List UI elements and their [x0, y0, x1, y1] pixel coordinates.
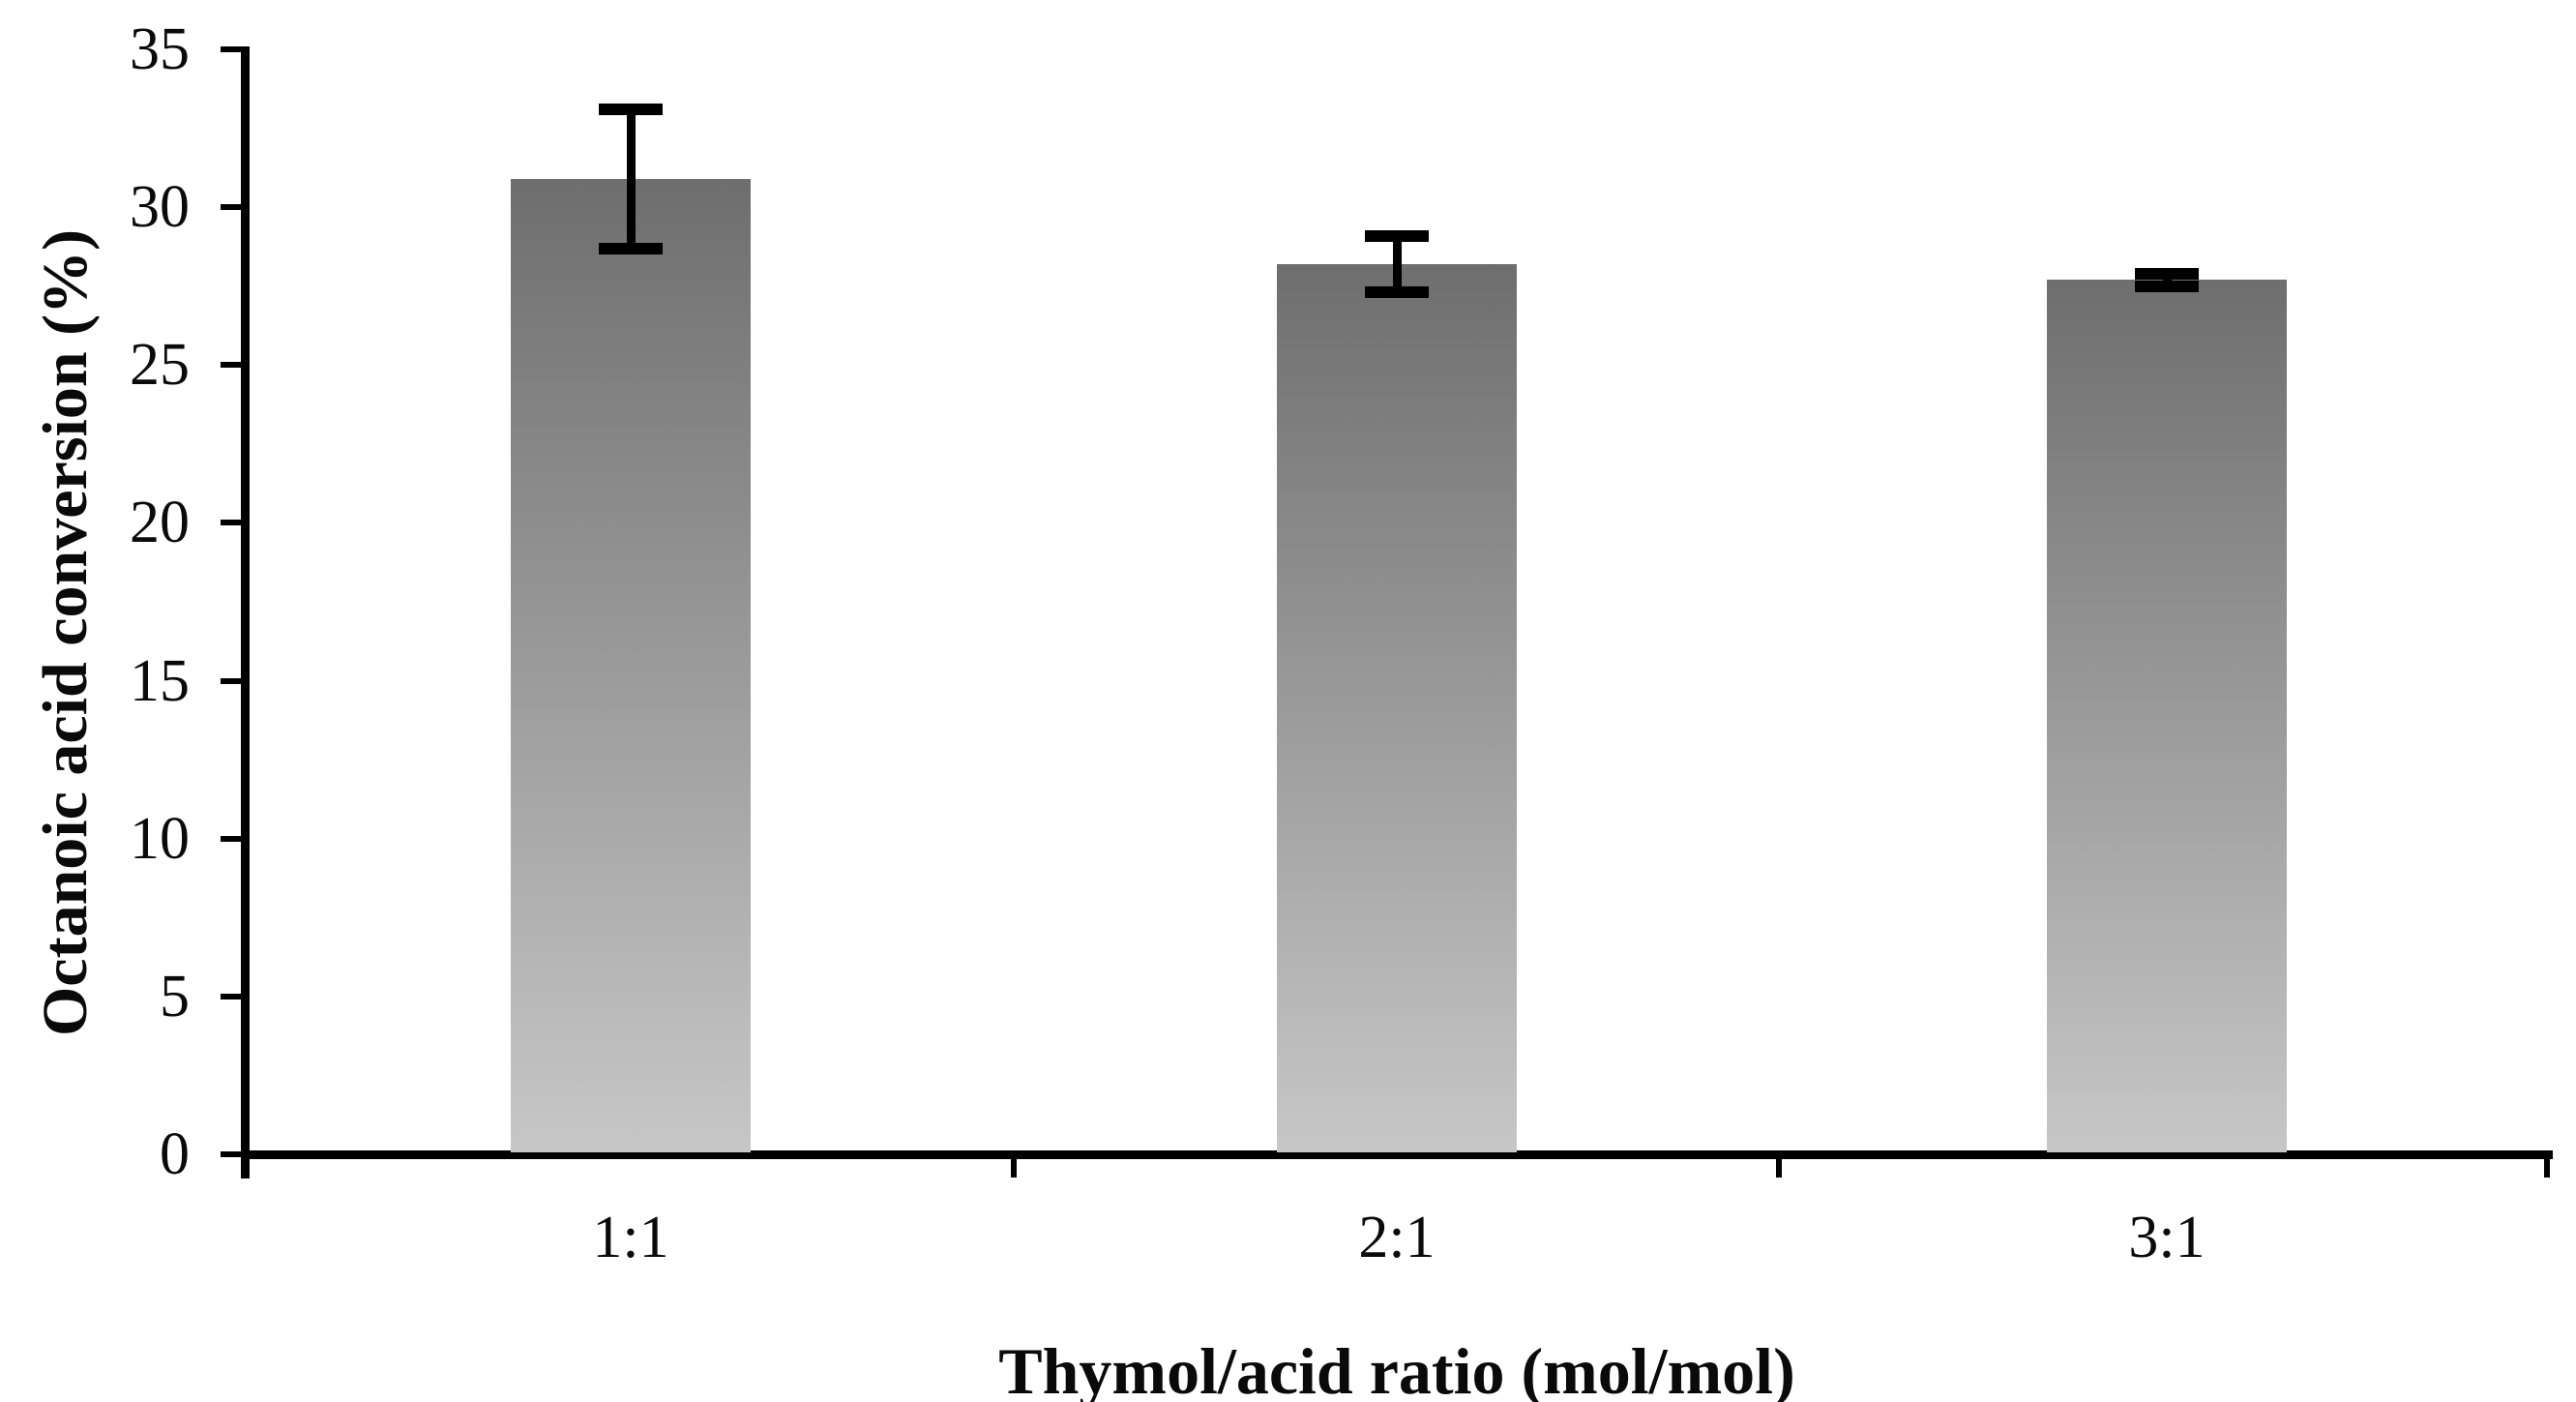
category-label: 2:1	[1358, 1205, 1436, 1270]
y-tick-label: 20	[130, 490, 190, 556]
error-bar-line	[2162, 273, 2172, 286]
y-tick-label: 35	[130, 16, 190, 82]
x-axis-title: Thymol/acid ratio (mol/mol)	[998, 1334, 1795, 1402]
x-tick	[1011, 1154, 1017, 1178]
y-tick	[221, 1151, 246, 1157]
x-tick	[1776, 1154, 1782, 1178]
y-tick	[221, 677, 246, 684]
error-bar-cap	[1365, 229, 1429, 242]
y-tick	[221, 46, 246, 52]
y-tick	[221, 993, 246, 999]
x-axis-line	[241, 1150, 2553, 1159]
y-axis-line	[241, 46, 250, 1178]
error-bar-cap	[2135, 280, 2199, 292]
error-bar-cap	[1365, 286, 1429, 299]
y-tick-label: 0	[160, 1121, 190, 1187]
y-tick	[221, 362, 246, 369]
error-bar-cap	[599, 103, 663, 115]
error-bar-cap	[599, 242, 663, 254]
y-tick	[221, 835, 246, 842]
y-axis-title: Octanoic acid conversion (%)	[30, 228, 101, 1037]
y-tick-label: 25	[130, 332, 190, 399]
error-bar-cap	[2135, 267, 2199, 280]
error-bar-line	[1392, 235, 1402, 293]
y-tick-label: 5	[160, 963, 190, 1029]
bar	[511, 178, 751, 1152]
bar	[1277, 263, 1517, 1152]
y-tick-label: 10	[130, 805, 190, 872]
category-label: 1:1	[592, 1205, 669, 1270]
category-label: 3:1	[2128, 1205, 2206, 1270]
y-tick	[221, 520, 246, 526]
y-tick-label: 30	[130, 174, 190, 241]
y-tick	[221, 204, 246, 211]
error-bar-line	[626, 108, 636, 249]
y-tick-label: 15	[130, 647, 190, 714]
x-tick	[2544, 1154, 2550, 1178]
bar	[2047, 280, 2287, 1152]
